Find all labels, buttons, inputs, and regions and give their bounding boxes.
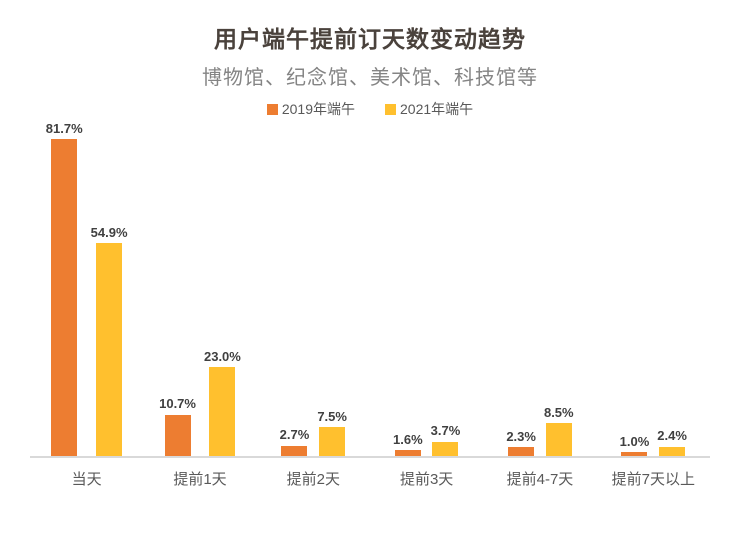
bar-column: 1.6% (393, 431, 423, 456)
chart-title: 用户端午提前订天数变动趋势 (214, 26, 526, 52)
bar-series-2019年端午 (621, 452, 648, 456)
bar-column: 10.7% (159, 396, 196, 456)
bar-column: 54.9% (90, 224, 128, 456)
bar-series-2021年端午 (432, 441, 459, 456)
bar-value-label: 1.6% (393, 431, 423, 447)
legend-label-2021: 2021年端午 (400, 101, 474, 117)
category-label: 提前7天以上 (611, 471, 695, 488)
category-label: 提前2天 (286, 471, 340, 488)
plot-area: 81.7% 54.9% 10.7% 23.0% 2.7% 7.5% 1.6% 3.7% 2.3%… (30, 117, 710, 458)
bar-series-2019年端午 (281, 445, 308, 456)
category-label: 提前3天 (399, 471, 454, 488)
bar-value-label: 81.7% (45, 120, 83, 136)
bar-group-3: 2.7% 7.5% (257, 408, 370, 456)
bar-column: 7.5% (317, 408, 347, 456)
bar-group-5: 2.3% 8.5% (483, 404, 596, 456)
legend-swatch-2019-icon (266, 103, 278, 115)
bar-value-label: 2.3% (506, 428, 536, 444)
bar-column: 3.7% (430, 423, 461, 456)
legend-item-2019: 2019年端午 (266, 99, 355, 119)
bar-value-label: 2.4% (657, 428, 687, 444)
bar-value-label: 7.5% (317, 408, 347, 424)
bar-value-label: 1.0% (619, 433, 650, 449)
bar-column: 1.0% (619, 433, 650, 456)
bar-column: 2.3% (506, 428, 536, 456)
bar-series-2021年端午 (659, 446, 686, 456)
category-label: 提前1天 (173, 471, 227, 488)
bar-column: 8.5% (543, 404, 574, 456)
bar-value-label: 10.7% (159, 396, 196, 412)
legend-swatch-2021-icon (385, 103, 396, 115)
bar-series-2021年端午 (319, 426, 346, 456)
chart-subtitle: 博物馆、纪念馆、美术馆、科技馆等 (202, 67, 538, 89)
bar-group-2: 10.7% 23.0% (143, 348, 256, 456)
bar-group-1: 81.7% 54.9% (30, 120, 143, 456)
bar-series-2021年端午 (209, 366, 236, 456)
category-label: 当天 (71, 471, 102, 488)
bar-value-label: 3.7% (430, 423, 461, 439)
bar-column: 23.0% (203, 348, 241, 456)
bar-value-label: 23.0% (203, 348, 241, 364)
bar-series-2019年端午 (508, 447, 535, 456)
legend-label-2019: 2019年端午 (281, 101, 355, 117)
bar-group-6: 1.0% 2.4% (597, 429, 710, 456)
x-axis-labels: 当天 提前1天 提前2天 提前3天 提前4-7天 提前7天以上 (30, 458, 710, 489)
bar-value-label: 2.7% (279, 427, 310, 443)
legend-item-2021: 2021年端午 (385, 99, 473, 119)
bar-series-2019年端午 (164, 414, 191, 456)
bar-series-2019年端午 (51, 139, 78, 456)
bar-column: 81.7% (45, 120, 83, 456)
bar-value-label: 8.5% (543, 404, 574, 420)
bar-column: 2.7% (279, 427, 310, 456)
legend: 2019年端午 2021年端午 (0, 101, 740, 117)
bar-series-2021年端午 (96, 243, 123, 456)
bar-series-2019年端午 (394, 449, 421, 456)
bar-value-label: 54.9% (90, 224, 128, 240)
bar-group-4: 1.6% 3.7% (370, 424, 483, 456)
category-label: 提前4-7天 (506, 471, 574, 488)
bar-column: 2.4% (657, 429, 687, 456)
bar-series-2021年端午 (545, 423, 572, 456)
